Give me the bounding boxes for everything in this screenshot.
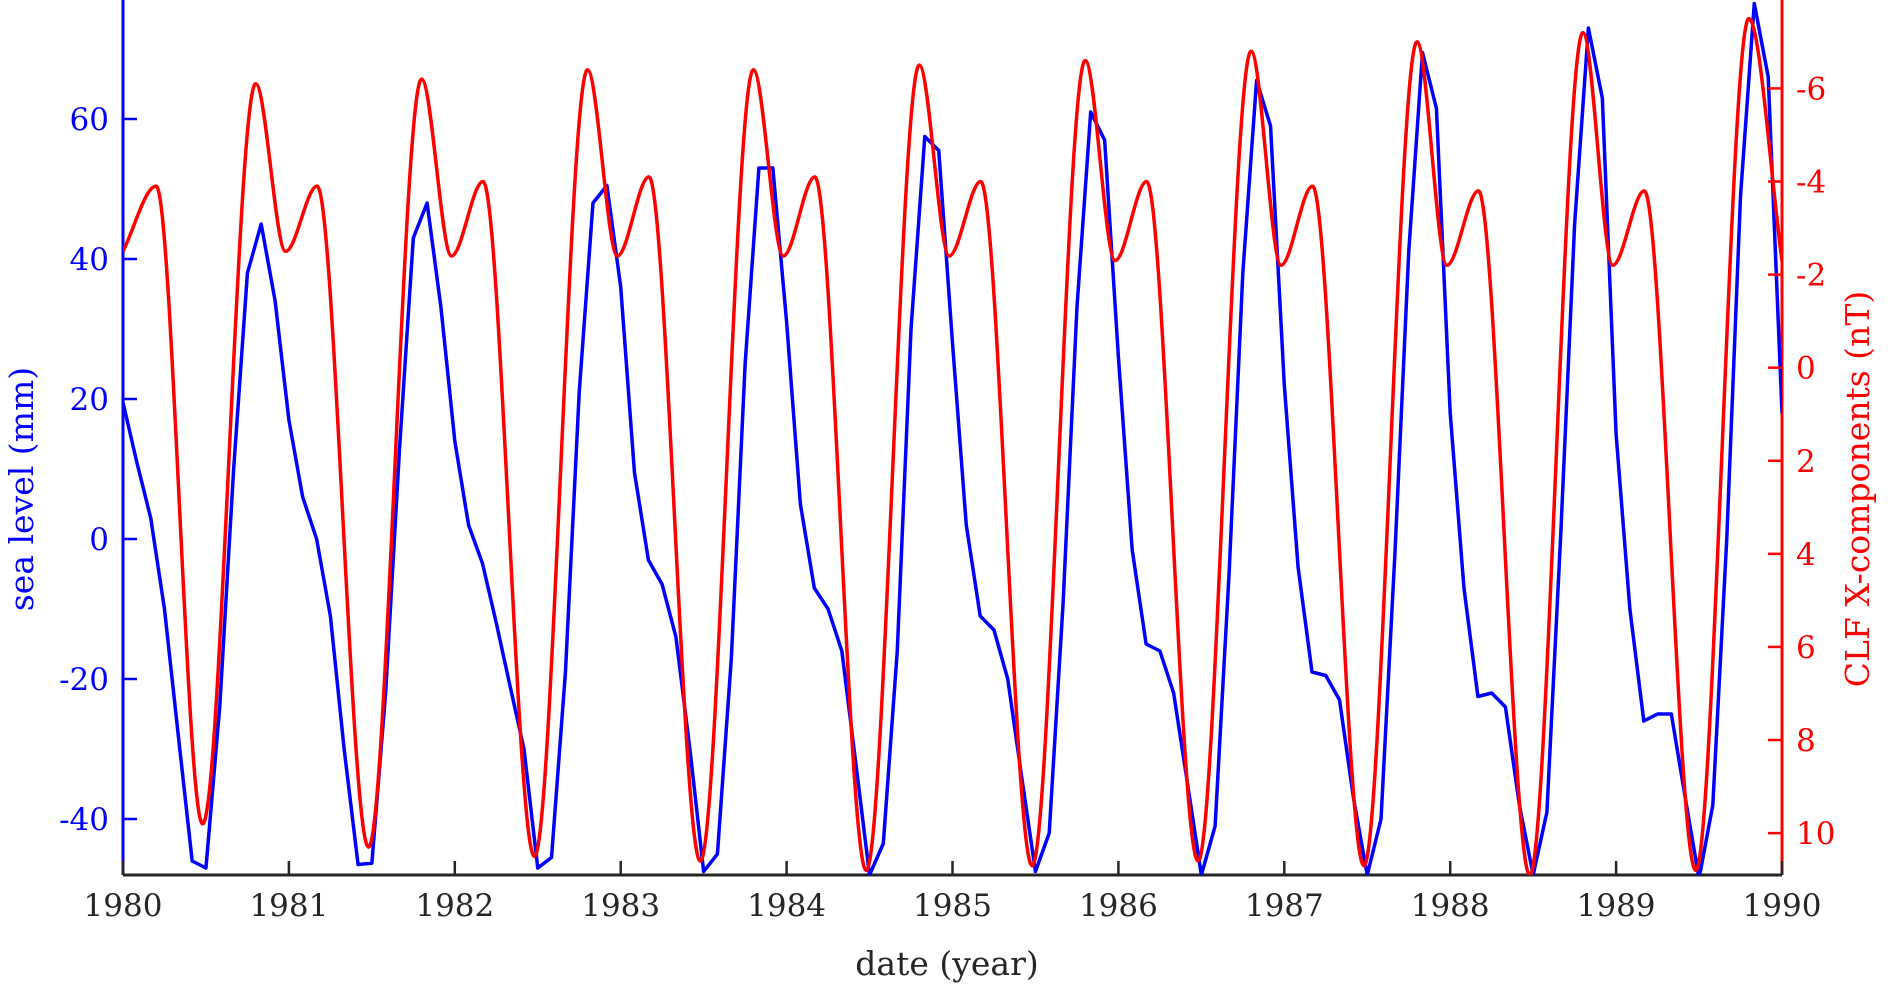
- x-tick-label: 1983: [581, 888, 660, 924]
- right-y-tick-label: 8: [1796, 723, 1816, 759]
- right-y-tick-label: -4: [1796, 165, 1826, 201]
- x-tick-label: 1981: [249, 888, 328, 924]
- left-y-tick-label: 0: [89, 522, 109, 558]
- right-y-tick-label: 4: [1796, 537, 1816, 573]
- right-y-tick-label: -2: [1796, 258, 1826, 294]
- left-y-tick-label: 20: [70, 382, 109, 418]
- right-y-tick-label: -6: [1796, 71, 1826, 107]
- right-y-axis-label: CLF X-components (nT): [1838, 291, 1877, 687]
- x-tick-label: 1986: [1079, 888, 1158, 924]
- sea-level-series-line: [123, 1, 1782, 875]
- left-y-tick-label: 60: [70, 102, 109, 138]
- right-y-tick-label: 10: [1796, 816, 1835, 852]
- x-tick-label: 1985: [913, 888, 992, 924]
- series-layer: [123, 1, 1782, 875]
- right-y-tick-label: 2: [1796, 444, 1816, 480]
- tick-layer: 1980 1981 1982 1983 1984 1985 1986 1987 1988 1989…: [59, 71, 1835, 924]
- x-tick-label: 1990: [1743, 888, 1822, 924]
- right-y-tick-label: 0: [1796, 351, 1816, 387]
- x-tick-label: 1980: [84, 888, 163, 924]
- x-tick-label: 1988: [1411, 888, 1490, 924]
- clf-x-component-series-line: [123, 16, 1782, 875]
- left-y-tick-label: -40: [59, 802, 109, 838]
- x-tick-label: 1984: [747, 888, 826, 924]
- x-tick-label: 1982: [415, 888, 494, 924]
- x-tick-label: 1989: [1577, 888, 1656, 924]
- left-y-tick-label: -20: [59, 662, 109, 698]
- x-axis-label: date (year): [855, 944, 1038, 983]
- x-tick-label: 1987: [1245, 888, 1324, 924]
- axes-layer: [121, 0, 1784, 877]
- left-y-tick-label: 40: [70, 242, 109, 278]
- left-y-axis-label: sea level (mm): [2, 367, 41, 611]
- right-y-tick-label: 6: [1796, 630, 1816, 666]
